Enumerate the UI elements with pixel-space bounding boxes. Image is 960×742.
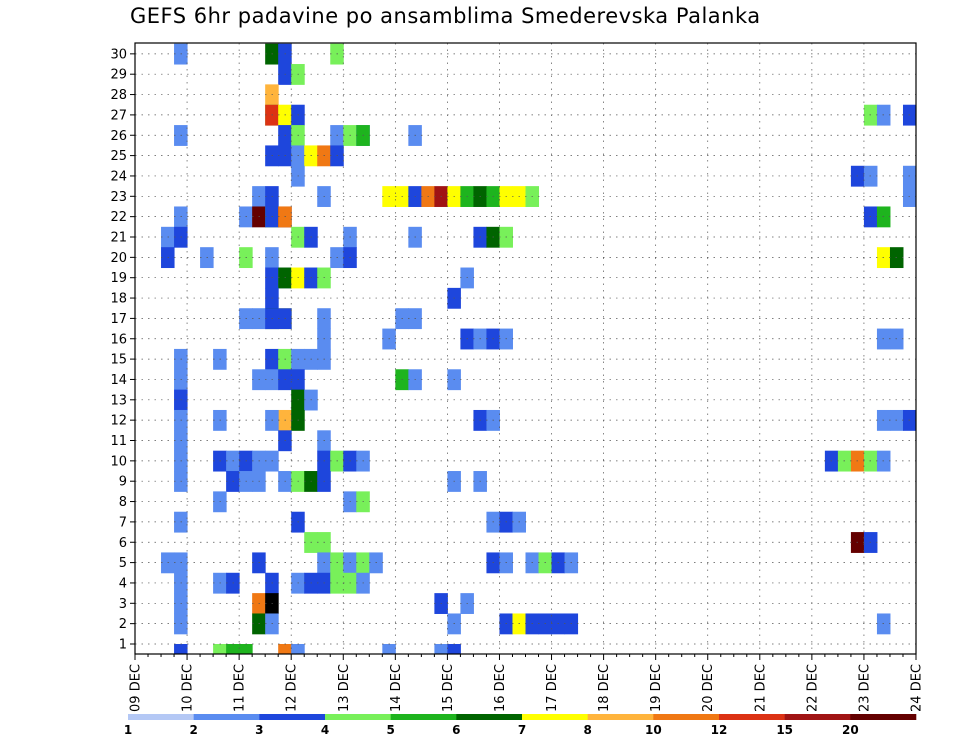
legend-label: 20 [842, 723, 859, 737]
y-tick-label: 7 [119, 515, 127, 530]
legend-label: 5 [386, 723, 394, 737]
x-tick-label: 18 DEC [597, 664, 612, 712]
heatmap-cell [226, 644, 240, 654]
legend-swatch [587, 714, 654, 720]
y-tick-label: 11 [110, 434, 127, 449]
heatmap-cell [278, 644, 292, 654]
y-tick-label: 14 [110, 373, 127, 388]
y-tick-label: 13 [110, 393, 127, 408]
x-tick-label: 13 DEC [337, 664, 352, 712]
legend-label: 4 [321, 723, 329, 737]
heatmap-cell [213, 644, 227, 654]
x-tick-label: 23 DEC [857, 664, 872, 712]
y-tick-label: 18 [110, 292, 127, 307]
legend-swatch [653, 714, 720, 720]
heatmap-cell [434, 644, 448, 654]
legend-swatch [390, 714, 457, 720]
x-tick-label: 12 DEC [285, 664, 300, 712]
heatmap-cell [382, 644, 396, 654]
y-tick-label: 24 [110, 169, 127, 184]
y-tick-label: 8 [119, 495, 127, 510]
x-tick-label: 20 DEC [701, 664, 716, 712]
y-tick-label: 27 [110, 108, 127, 123]
legend-label: 1 [124, 723, 132, 737]
legend-label: 10 [645, 723, 662, 737]
legend-label: 2 [189, 723, 197, 737]
legend-swatch [259, 714, 326, 720]
y-tick-label: 9 [119, 475, 127, 490]
legend-swatch [456, 714, 523, 720]
x-tick-label: 10 DEC [181, 664, 196, 712]
legend-label: 12 [711, 723, 728, 737]
legend-label: 6 [452, 723, 460, 737]
y-tick-label: 4 [119, 576, 127, 591]
y-tick-label: 28 [110, 88, 127, 103]
y-tick-label: 17 [110, 312, 127, 327]
legend-swatch [784, 714, 851, 720]
x-tick-label: 14 DEC [389, 664, 404, 712]
y-tick-label: 2 [119, 617, 127, 632]
x-tick-label: 11 DEC [233, 664, 248, 712]
heatmap-cell [447, 644, 461, 654]
chart-title: GEFS 6hr padavine po ansamblima Smederev… [130, 4, 761, 28]
legend-swatch [522, 714, 588, 720]
y-tick-label: 12 [110, 414, 127, 429]
x-tick-label: 09 DEC [129, 664, 144, 712]
legend-label: 15 [776, 723, 793, 737]
y-tick-label: 19 [110, 271, 127, 286]
heatmap-cell [174, 644, 188, 654]
x-tick-label: 15 DEC [441, 664, 456, 712]
legend-swatch [719, 714, 785, 720]
y-tick-label: 26 [110, 129, 127, 144]
legend-label: 8 [583, 723, 591, 737]
x-tick-label: 17 DEC [545, 664, 560, 712]
legend-swatch [325, 714, 391, 720]
y-tick-label: 10 [110, 454, 127, 469]
legend-swatch [850, 714, 917, 720]
y-tick-label: 22 [110, 210, 127, 225]
y-tick-label: 3 [119, 597, 127, 612]
y-tick-label: 5 [119, 556, 127, 571]
y-tick-label: 20 [110, 251, 127, 266]
legend-swatch [128, 714, 194, 720]
grid-lines [135, 43, 916, 654]
legend-label: 3 [255, 723, 263, 737]
color-legend: 1 2 3 4 5 6 7 8 10 12 15 20 [124, 714, 917, 737]
x-axis: 09 DEC 10 DEC 11 DEC 12 DEC 13 DEC 14 DEC 15 D… [129, 654, 925, 712]
legend-label: 7 [518, 723, 526, 737]
heatmap-cell [239, 644, 253, 654]
x-tick-label: 19 DEC [649, 664, 664, 712]
heatmap-cell [291, 644, 305, 654]
y-tick-label: 16 [110, 332, 127, 347]
y-tick-label: 6 [119, 536, 127, 551]
y-axis: 1234567891011121314151617181920212223242… [110, 47, 135, 653]
x-tick-label: 24 DEC [910, 664, 925, 712]
y-tick-label: 21 [110, 231, 127, 246]
y-tick-label: 1 [119, 638, 127, 653]
x-tick-label: 16 DEC [493, 664, 508, 712]
y-tick-label: 29 [110, 68, 127, 83]
x-tick-label: 21 DEC [753, 664, 768, 712]
y-tick-label: 30 [110, 47, 127, 62]
y-tick-label: 15 [110, 353, 127, 368]
legend-swatch [193, 714, 260, 720]
y-tick-label: 23 [110, 190, 127, 205]
x-tick-label: 22 DEC [805, 664, 820, 712]
y-tick-label: 25 [110, 149, 127, 164]
